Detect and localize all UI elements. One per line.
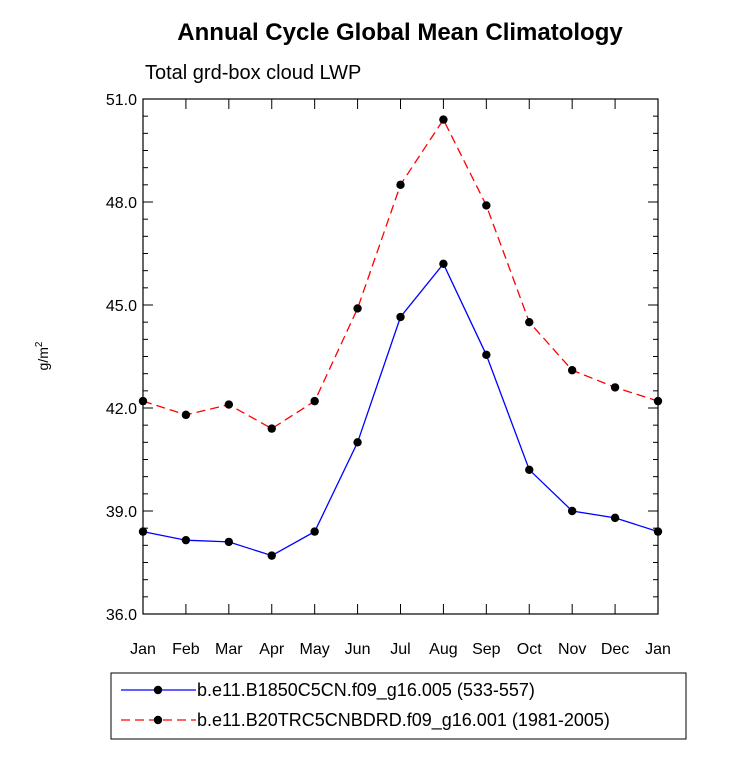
x-tick-label: Jun: [345, 641, 371, 658]
x-tick-label: Feb: [172, 641, 200, 658]
y-tick-label: 45.0: [106, 298, 137, 315]
y-axis-label-text: g/m: [35, 347, 51, 370]
series-2-point: [567, 366, 577, 375]
y-tick-label: 51.0: [106, 92, 137, 109]
series-line-2: [142, 118, 659, 430]
series-1-point: [525, 465, 534, 474]
series-1-point: [610, 513, 620, 523]
series-2-point: [482, 201, 491, 210]
legend-label-2: b.e11.B20TRC5CNBDRD.f09_g16.001 (1981-20…: [197, 710, 610, 731]
series-2-point: [138, 396, 148, 406]
x-tick-label: Dec: [601, 641, 629, 658]
x-tick-label: Jul: [390, 641, 410, 658]
series-1-point: [396, 312, 405, 322]
legend-label-1: b.e11.B1850C5CN.f09_g16.005 (533-557): [197, 680, 535, 701]
plot-frame: [142, 98, 659, 615]
series-layer: [138, 115, 663, 560]
series-2-point: [610, 383, 620, 392]
series-1-point: [310, 527, 319, 536]
y-axis: 36.0 39.0 42.0 45.0 48.0 51.0: [106, 92, 658, 624]
series-2-point: [181, 410, 191, 420]
legend: b.e11.B1850C5CN.f09_g16.005 (533-557) b.e…: [110, 672, 687, 740]
chart-title: Annual Cycle Global Mean Climatology: [177, 19, 623, 46]
y-axis-label: g/m2: [34, 341, 51, 370]
x-tick-label: May: [300, 641, 330, 658]
series-2-point: [353, 304, 362, 313]
series-2-point: [267, 424, 276, 433]
series-2-point: [653, 396, 663, 406]
y-tick-label: 42.0: [106, 401, 137, 418]
legend-marker-1: [153, 685, 163, 695]
series-1-point: [567, 506, 577, 516]
legend-marker-2: [153, 715, 163, 725]
series-2-point: [396, 180, 405, 190]
series-2-point: [525, 317, 534, 327]
series-line-1: [142, 262, 659, 557]
series-1-point: [181, 535, 191, 545]
x-tick-label: Aug: [429, 641, 457, 658]
series-1-point: [353, 438, 362, 447]
series-1-point: [653, 527, 663, 536]
x-tick-label: Mar: [215, 641, 243, 658]
series-2-point: [310, 396, 319, 406]
x-tick-label: Jan: [130, 641, 156, 658]
x-axis: Jan Feb Mar Apr May Jun Jul Aug Sep Oct Nov Dec Jan: [130, 99, 671, 658]
series-1-point: [224, 537, 234, 547]
y-axis-label-superscript: 2: [34, 341, 45, 347]
series-2-point: [439, 115, 448, 124]
series-1-point: [267, 551, 276, 560]
y-tick-label: 48.0: [106, 195, 137, 212]
x-tick-label: Oct: [517, 641, 542, 658]
y-tick-label: 36.0: [106, 607, 137, 624]
x-tick-label: Apr: [259, 641, 285, 658]
x-tick-label: Jan: [645, 641, 671, 658]
series-1-point: [482, 350, 491, 359]
x-tick-label: Sep: [472, 641, 501, 658]
chart-subtitle: Total grd-box cloud LWP: [145, 62, 361, 84]
y-tick-label: 39.0: [106, 504, 137, 521]
legend-box: [110, 672, 687, 740]
series-1-point: [439, 259, 448, 268]
series-2-point: [224, 400, 234, 409]
series-1-point: [138, 527, 148, 536]
x-tick-label: Nov: [558, 641, 586, 658]
